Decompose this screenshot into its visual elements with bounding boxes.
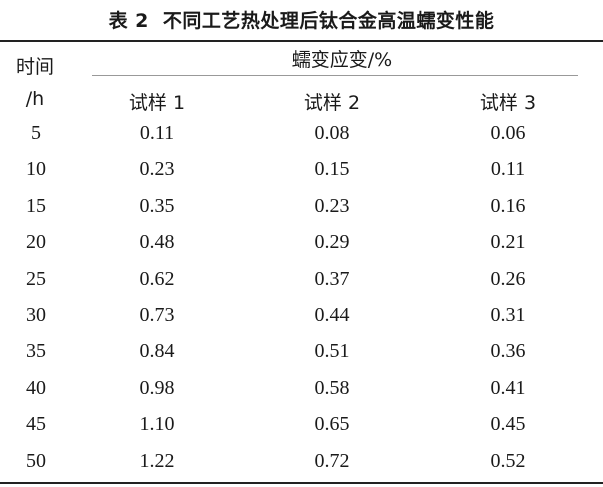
strain-cell: 0.36 [490, 340, 526, 363]
header-group-label: 蠕变应变/% [291, 49, 393, 71]
strain-cell: 0.48 [139, 231, 175, 254]
strain-cell: 0.16 [490, 194, 526, 217]
time-cell: 45 [26, 413, 46, 436]
time-cell: 30 [26, 304, 46, 326]
strain-cell: 0.44 [314, 304, 350, 326]
time-cell: 20 [26, 231, 46, 254]
strain-cell: 0.72 [314, 449, 350, 472]
strain-cell: 0.65 [314, 413, 350, 436]
strain-cell: 0.21 [490, 231, 526, 254]
strain-cell: 0.08 [314, 122, 350, 144]
strain-cell: 0.51 [314, 340, 350, 363]
strain-cell: 0.45 [490, 413, 526, 436]
strain-cell: 0.84 [139, 340, 175, 363]
header-sample-3: 试样 3 [479, 92, 537, 114]
time-cell: 5 [31, 122, 41, 144]
strain-cell: 0.37 [314, 267, 350, 290]
table-title: 不同工艺热处理后钛合金高温蠕变性能 [162, 10, 495, 32]
strain-cell: 0.62 [139, 267, 175, 290]
time-cell: 35 [26, 340, 46, 363]
strain-cell: 1.22 [139, 449, 175, 472]
strain-cell: 0.58 [314, 376, 350, 399]
time-cell: 40 [26, 376, 46, 399]
strain-cell: 0.15 [314, 158, 350, 181]
header-sample-1: 试样 1 [128, 92, 186, 114]
top-rule [0, 40, 603, 42]
time-cell: 25 [26, 267, 46, 290]
strain-cell: 0.31 [490, 304, 526, 326]
strain-cell: 0.41 [490, 376, 526, 399]
header-sample-2: 试样 2 [303, 92, 361, 114]
strain-cell: 0.23 [314, 194, 350, 217]
strain-cell: 0.06 [490, 122, 526, 144]
strain-cell: 0.11 [139, 122, 175, 144]
header-time-unit: /h [25, 88, 45, 110]
strain-cell: 0.35 [139, 194, 175, 217]
time-cell: 50 [26, 449, 46, 472]
group-rule [92, 75, 578, 76]
strain-cell: 0.23 [139, 158, 175, 181]
strain-cell: 0.52 [490, 449, 526, 472]
time-cell: 15 [26, 194, 46, 217]
strain-cell: 0.11 [490, 158, 526, 181]
table-number: 表 2 [108, 10, 149, 32]
header-time-label: 时间 [15, 56, 54, 78]
strain-cell: 0.73 [139, 304, 175, 326]
strain-cell: 0.26 [490, 267, 526, 290]
bottom-rule [0, 482, 603, 484]
time-cell: 10 [26, 158, 46, 181]
strain-cell: 1.10 [139, 413, 175, 436]
strain-cell: 0.98 [139, 376, 175, 399]
strain-cell: 0.29 [314, 231, 350, 254]
table-caption: 表 2 不同工艺热处理后钛合金高温蠕变性能 [0, 6, 603, 33]
